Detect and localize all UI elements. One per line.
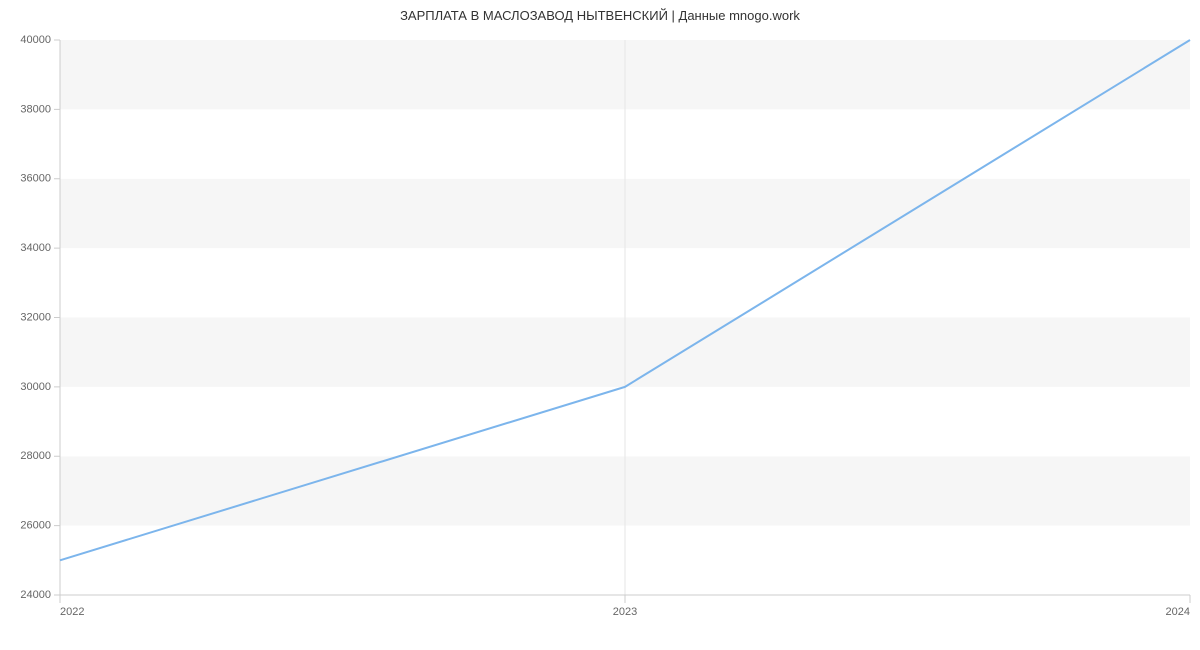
svg-text:34000: 34000 <box>20 242 51 254</box>
svg-text:32000: 32000 <box>20 311 51 323</box>
chart-title: ЗАРПЛАТА В МАСЛОЗАВОД НЫТВЕНСКИЙ | Данны… <box>0 8 1200 23</box>
svg-text:2023: 2023 <box>613 606 637 618</box>
svg-text:30000: 30000 <box>20 381 51 393</box>
svg-text:40000: 40000 <box>20 34 51 46</box>
svg-text:38000: 38000 <box>20 103 51 115</box>
svg-text:2024: 2024 <box>1166 606 1190 618</box>
svg-text:36000: 36000 <box>20 173 51 185</box>
chart-svg: 24000 26000 28000 30000 32000 34000 36000 38000… <box>0 0 1200 650</box>
svg-text:28000: 28000 <box>20 450 51 462</box>
salary-line-chart: ЗАРПЛАТА В МАСЛОЗАВОД НЫТВЕНСКИЙ | Данны… <box>0 0 1200 650</box>
svg-text:26000: 26000 <box>20 520 51 532</box>
svg-text:24000: 24000 <box>20 589 51 601</box>
svg-text:2022: 2022 <box>60 606 84 618</box>
